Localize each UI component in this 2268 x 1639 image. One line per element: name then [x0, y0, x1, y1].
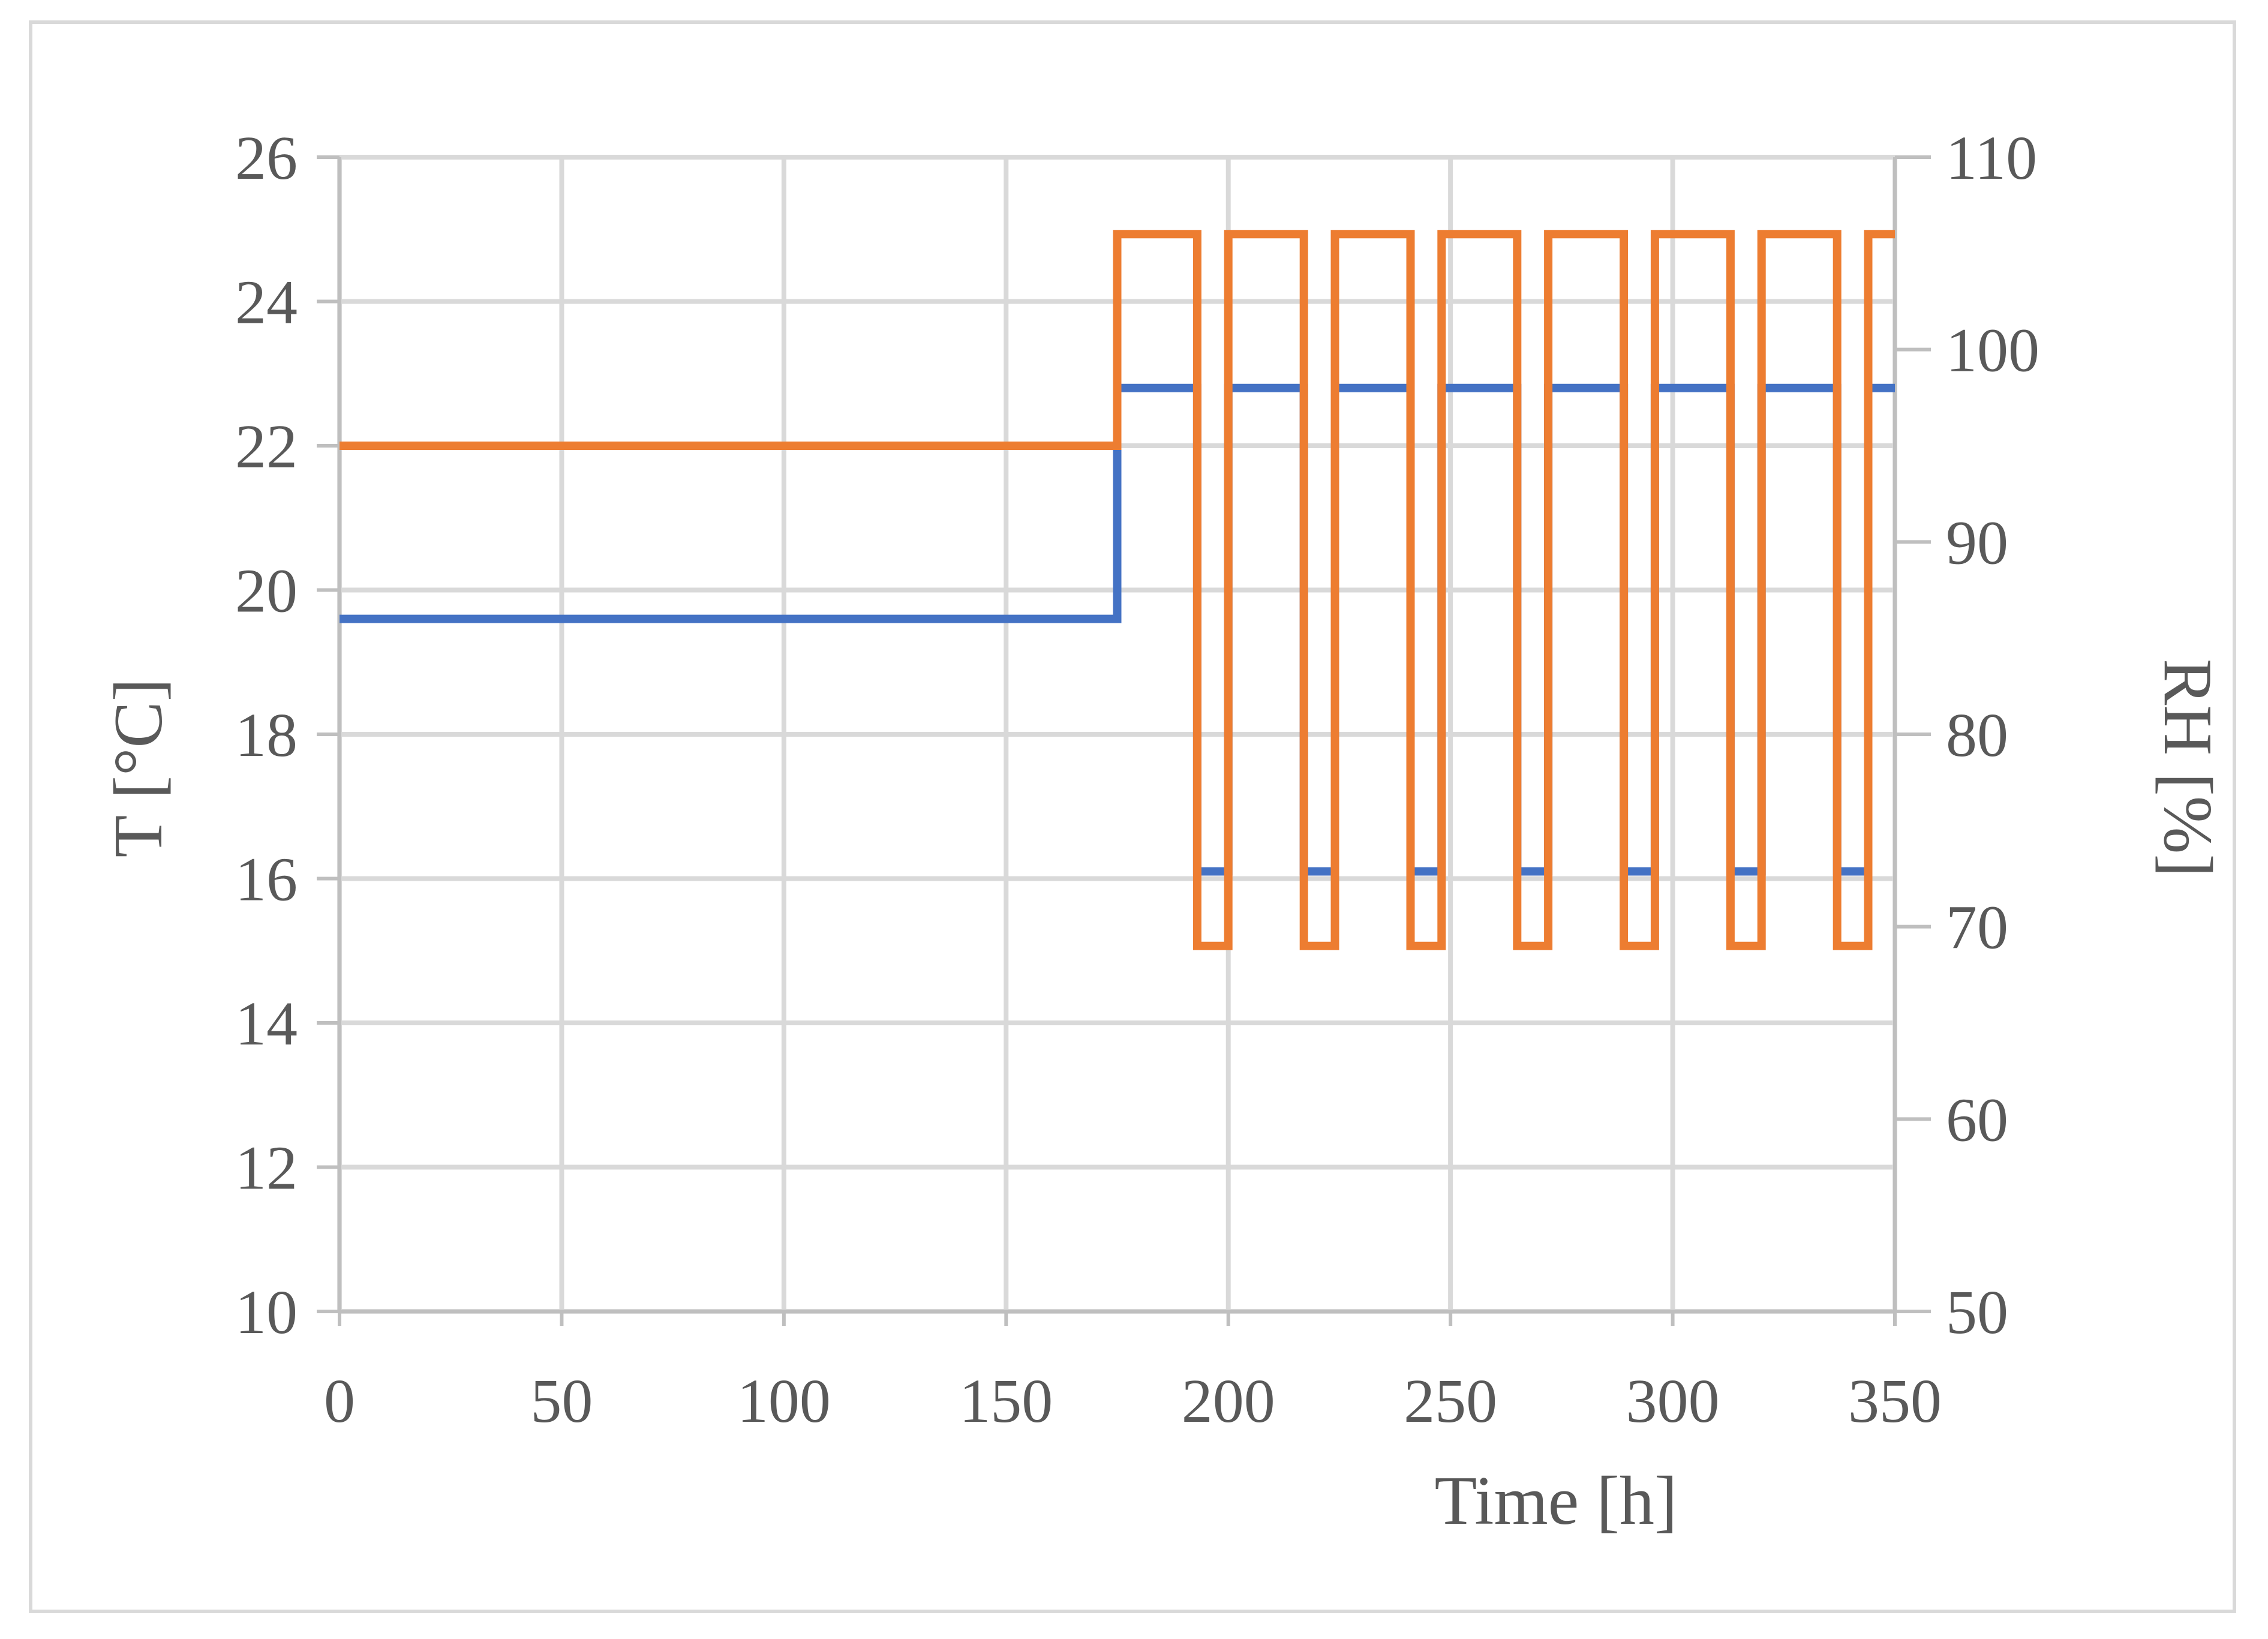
y-tick-label: 26 [235, 124, 298, 193]
y-tick-label: 24 [235, 268, 298, 337]
y-tick-label: 12 [235, 1134, 298, 1203]
x-tick-label: 350 [1848, 1367, 1942, 1436]
y2-tick-label: 90 [1946, 508, 2008, 577]
x-axis-label: Time [h] [1435, 1463, 1678, 1539]
y-tick-label: 14 [235, 989, 298, 1058]
y2-tick-label: 60 [1946, 1085, 2008, 1154]
y2-tick-label: 80 [1946, 701, 2008, 770]
x-tick-label: 100 [737, 1367, 831, 1436]
y2-tick-label: 110 [1946, 124, 2037, 193]
chart-frame: 10 12 14 16 18 20 22 24 26 0 50 100 150 200 250 300 350 5… [29, 20, 2236, 1613]
y2-axis-label: RH [%] [2149, 659, 2226, 877]
y-tick-label: 22 [235, 412, 298, 481]
series-line-t [340, 383, 1895, 876]
x-tick-label: 300 [1626, 1367, 1720, 1436]
y2-tick-label: 70 [1946, 893, 2008, 962]
y-tick-label: 10 [235, 1278, 298, 1347]
x-tick-label: 50 [530, 1367, 593, 1436]
y2-tick-label: 100 [1946, 316, 2039, 385]
series-layer [340, 230, 1895, 950]
x-tick-label: 250 [1404, 1367, 1497, 1436]
y-tick-label: 16 [235, 845, 298, 914]
series-line-rh [340, 230, 1895, 950]
y-tick-label: 18 [235, 701, 298, 770]
x-tick-label: 200 [1182, 1367, 1275, 1436]
axes [317, 155, 1931, 1326]
y-axis-label: T [°C] [100, 679, 177, 858]
x-tick-label: 0 [324, 1367, 355, 1436]
y2-tick-label: 50 [1946, 1278, 2008, 1347]
y-tick-label: 20 [235, 557, 298, 626]
x-tick-label: 150 [959, 1367, 1053, 1436]
